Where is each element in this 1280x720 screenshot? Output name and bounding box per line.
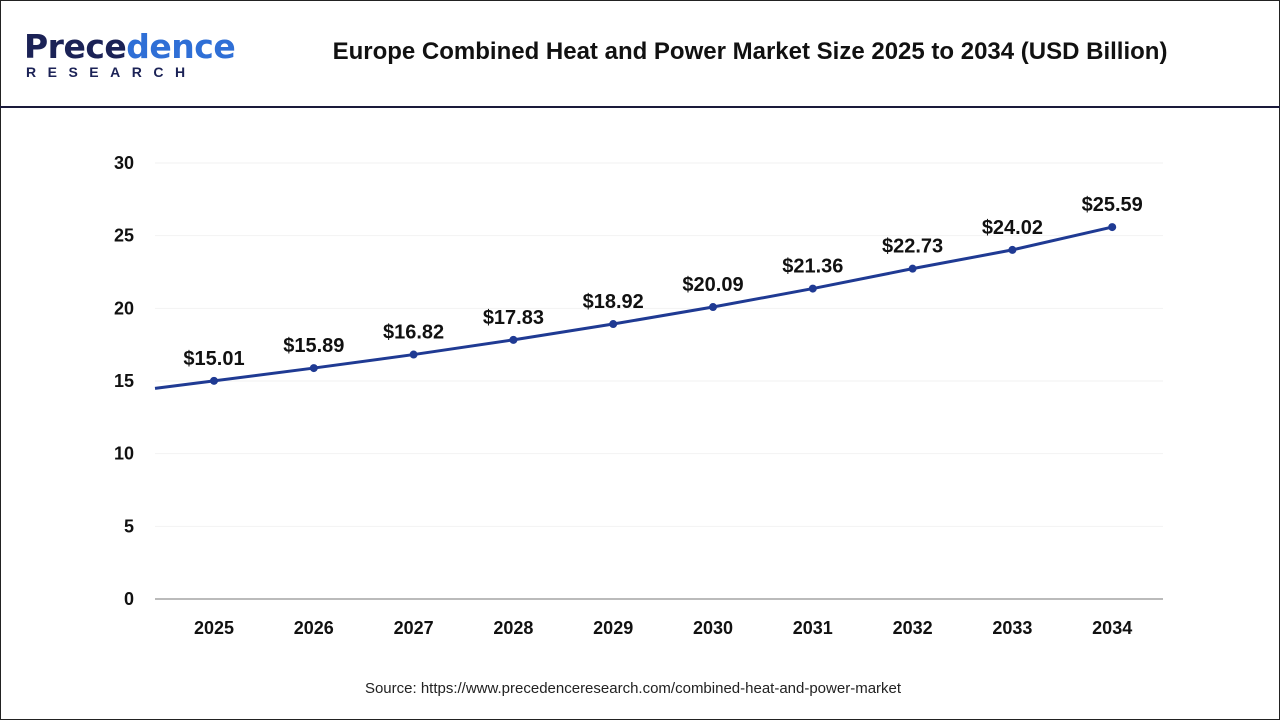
x-tick-label: 2031 bbox=[793, 618, 833, 638]
data-label: $25.59 bbox=[1082, 194, 1143, 216]
x-tick-label: 2027 bbox=[394, 618, 434, 638]
x-tick-label: 2029 bbox=[593, 618, 633, 638]
data-point bbox=[409, 350, 418, 359]
data-label: $20.09 bbox=[682, 274, 743, 296]
y-tick-label: 0 bbox=[124, 589, 134, 609]
data-label: $24.02 bbox=[982, 217, 1043, 239]
data-point bbox=[609, 320, 618, 329]
logo-subtext: RESEARCH bbox=[26, 64, 197, 80]
data-point bbox=[709, 303, 717, 312]
data-label: $18.92 bbox=[583, 291, 644, 313]
y-tick-label: 20 bbox=[114, 298, 134, 318]
data-point bbox=[210, 376, 218, 385]
data-point bbox=[509, 335, 518, 344]
data-point bbox=[1108, 223, 1117, 232]
x-tick-label: 2032 bbox=[893, 618, 933, 638]
y-tick-label: 30 bbox=[114, 153, 134, 173]
x-tick-label: 2028 bbox=[493, 618, 533, 638]
data-label: $15.89 bbox=[283, 335, 344, 357]
header: Precedence RESEARCH Europe Combined Heat… bbox=[0, 0, 1280, 108]
data-point bbox=[908, 264, 917, 273]
x-tick-label: 2030 bbox=[693, 618, 733, 638]
y-tick-label: 10 bbox=[114, 444, 134, 464]
y-tick-label: 15 bbox=[114, 371, 134, 391]
data-label: $21.36 bbox=[782, 256, 843, 278]
data-label: $22.73 bbox=[882, 236, 943, 258]
source-note: Source: https://www.precedenceresearch.c… bbox=[364, 680, 902, 697]
data-point bbox=[1008, 245, 1017, 254]
x-tick-label: 2026 bbox=[294, 618, 334, 638]
x-tick-label: 2025 bbox=[194, 618, 234, 638]
x-tick-label: 2033 bbox=[992, 618, 1032, 638]
data-point bbox=[309, 364, 318, 373]
data-label: $15.01 bbox=[183, 348, 244, 370]
logo-text-a: Prece bbox=[24, 27, 127, 66]
data-label: $16.82 bbox=[383, 322, 444, 344]
y-tick-label: 25 bbox=[114, 226, 134, 246]
data-label: $17.83 bbox=[483, 307, 544, 329]
logo-text-b: dence bbox=[126, 27, 236, 66]
chart-title: Europe Combined Heat and Power Market Si… bbox=[332, 38, 1168, 65]
y-tick-label: 5 bbox=[124, 516, 134, 536]
x-tick-label: 2034 bbox=[1092, 618, 1132, 638]
data-point bbox=[808, 284, 817, 293]
precedence-research-logo: Precedence RESEARCH bbox=[24, 27, 236, 81]
